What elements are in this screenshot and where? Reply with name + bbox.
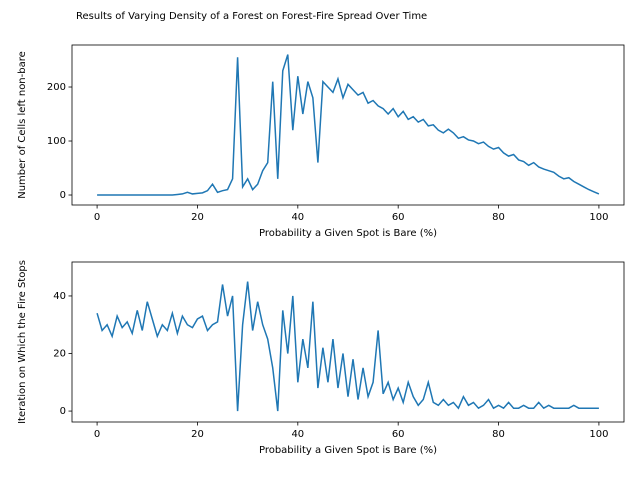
data-line (96, 281, 599, 412)
x-axis-label: Probability a Given Spot is Bare (%) (259, 228, 437, 239)
figure-title: Results of Varying Density of a Forest o… (76, 11, 427, 22)
x-tick-label: 60 (392, 212, 405, 223)
x-tick-label: 20 (191, 429, 204, 440)
y-axis-label: Number of Cells left non-bare (17, 51, 28, 199)
data-line (97, 54, 600, 196)
y-tick-label: 40 (53, 291, 66, 302)
y-axis-label: Iteration on Which the Fire Stops (17, 260, 28, 424)
x-tick-label: 80 (492, 429, 505, 440)
x-tick-label: 100 (589, 429, 608, 440)
x-tick-label: 0 (94, 429, 100, 440)
y-tick-label: 20 (53, 349, 66, 360)
y-tick-label: 200 (47, 82, 66, 93)
x-tick-label: 100 (589, 212, 608, 223)
y-tick-label: 0 (60, 190, 66, 201)
x-tick-label: 0 (94, 212, 100, 223)
x-tick-label: 80 (492, 212, 505, 223)
x-tick-label: 40 (291, 429, 304, 440)
x-tick-label: 60 (392, 429, 405, 440)
x-tick-label: 20 (191, 212, 204, 223)
axes-frame (71, 261, 625, 423)
x-tick-label: 40 (291, 212, 304, 223)
y-tick-label: 100 (47, 136, 66, 147)
axes-frame (71, 44, 625, 206)
y-tick-label: 0 (60, 406, 66, 417)
x-axis-label: Probability a Given Spot is Bare (%) (259, 445, 437, 456)
